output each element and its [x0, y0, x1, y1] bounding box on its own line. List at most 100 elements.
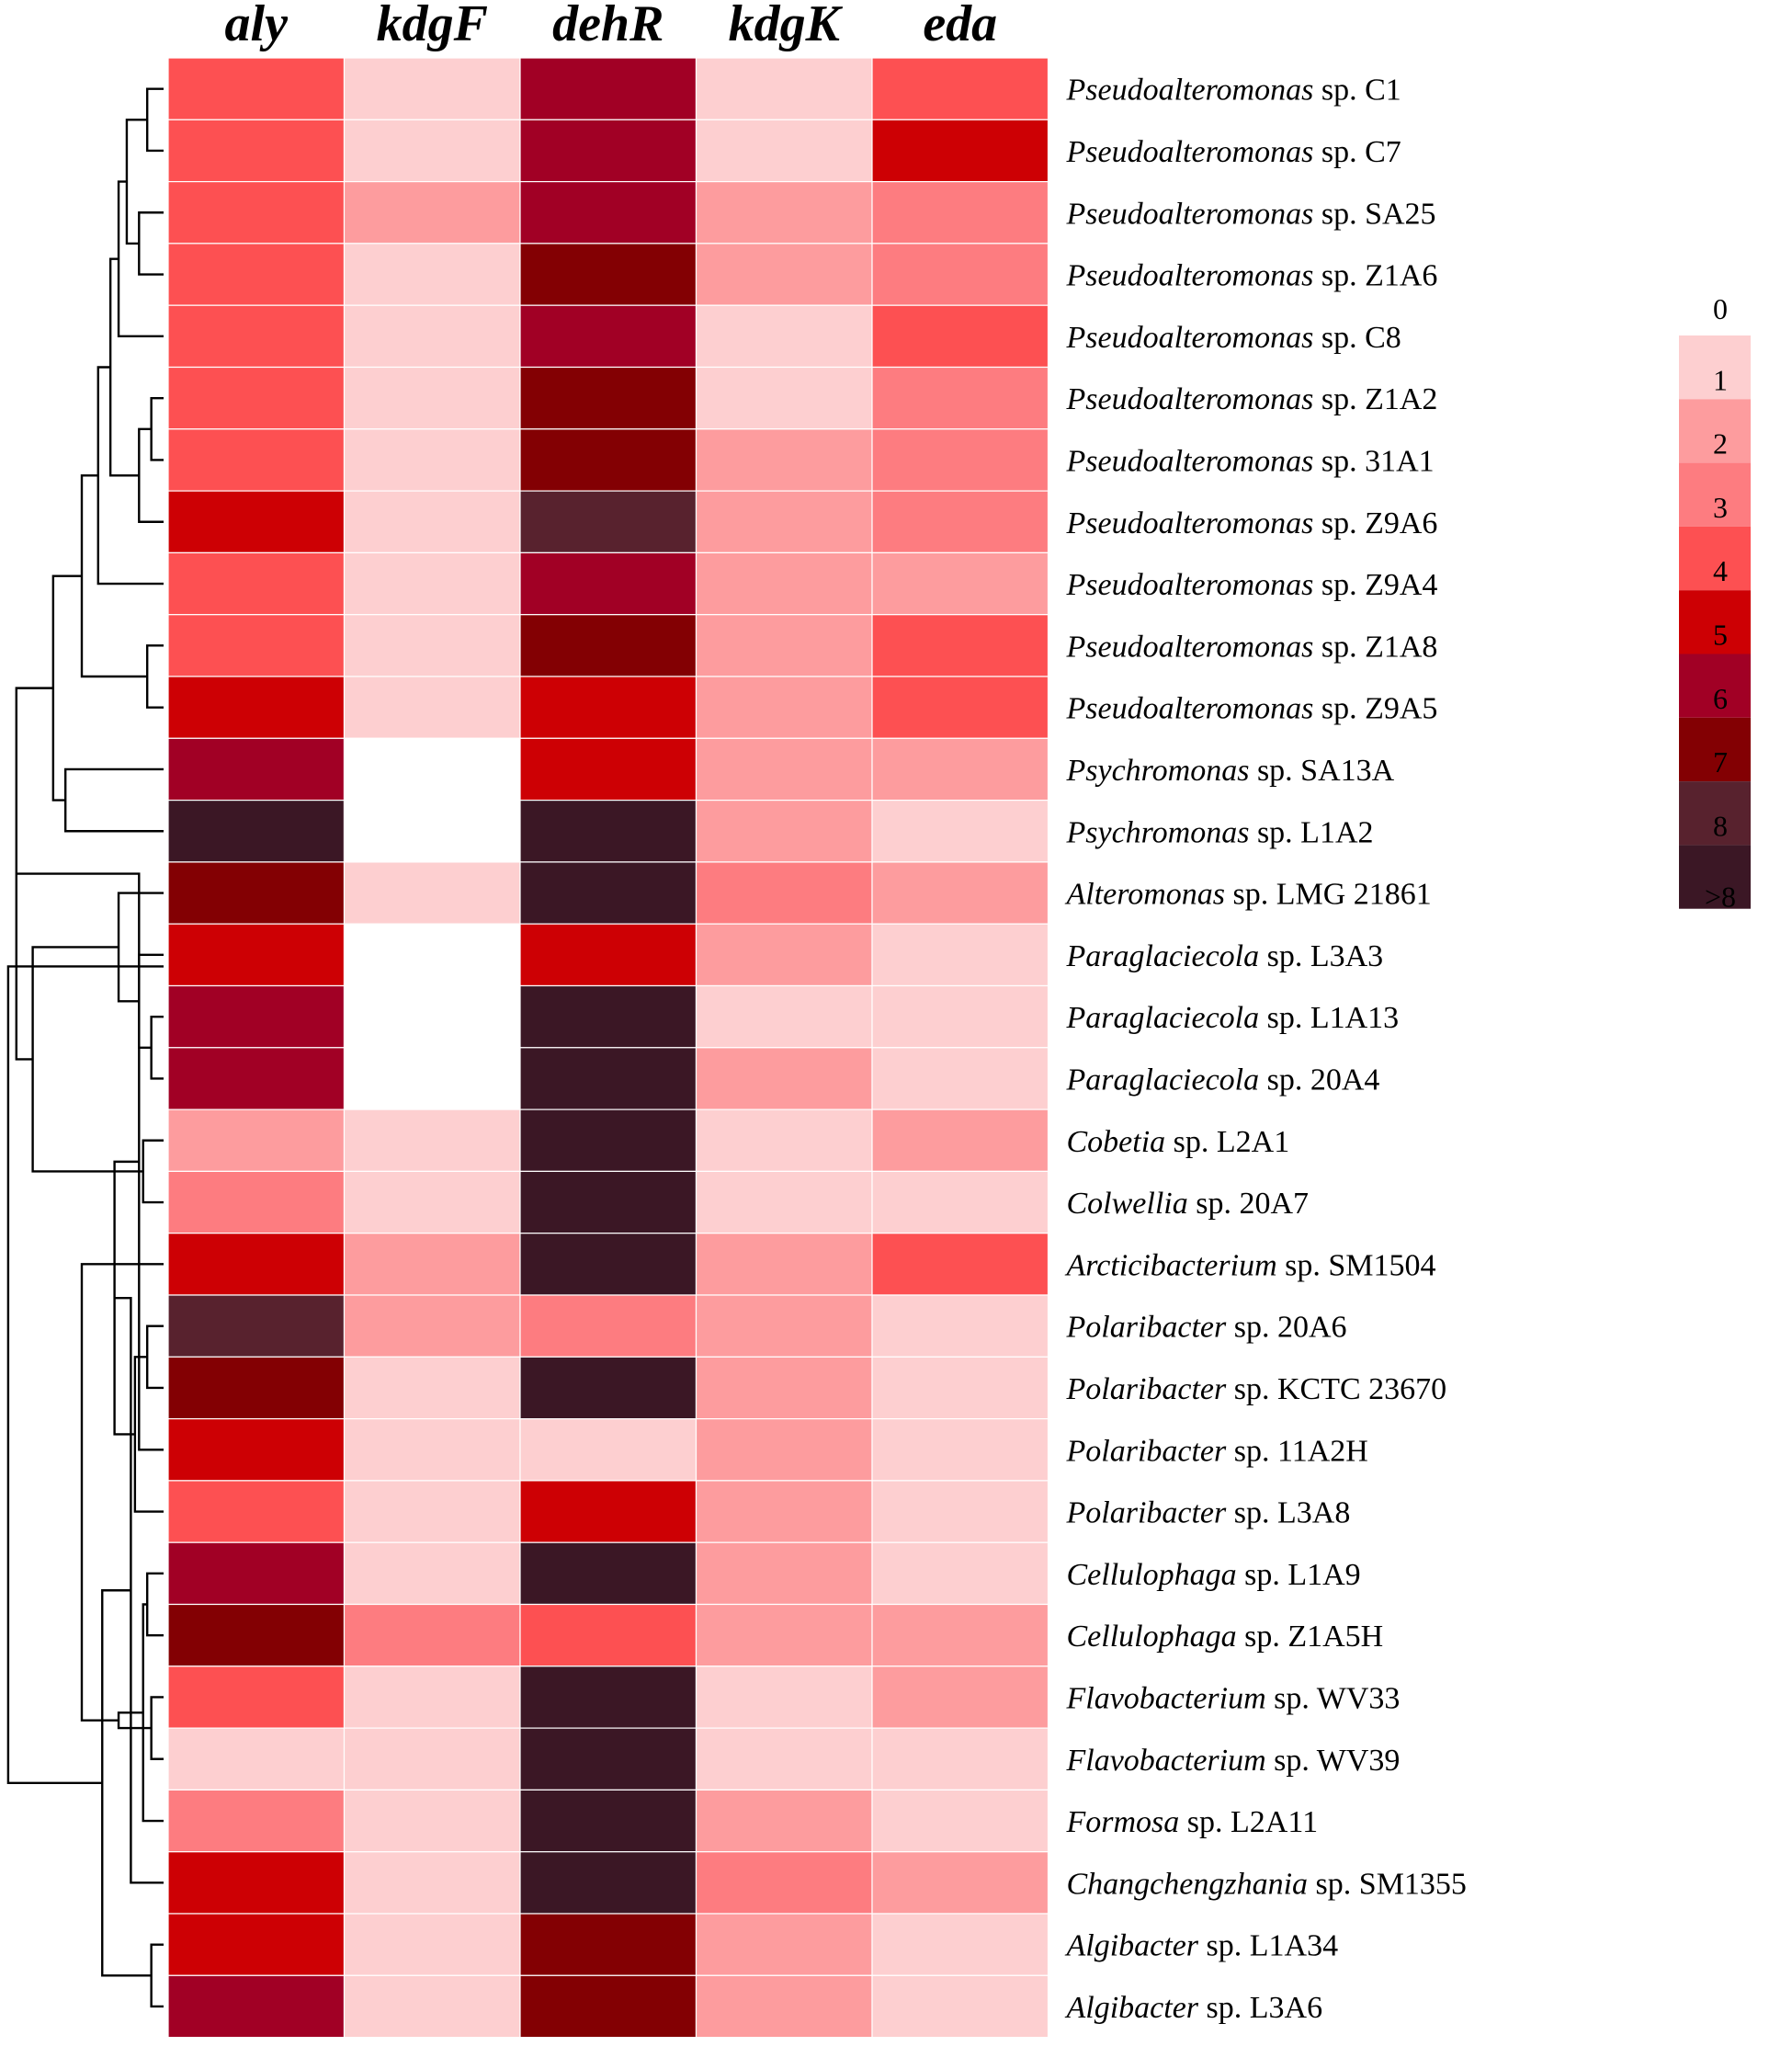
heatmap-cell-aly-27 [167, 1665, 346, 1729]
heatmap-cell-dehR-19 [519, 1170, 698, 1234]
heatmap-cell-eda-5 [871, 304, 1049, 369]
heatmap-cell-dehR-2 [519, 119, 698, 183]
heatmap-cell-kdgF-21 [343, 1294, 521, 1358]
heatmap-cell-kdgF-14 [343, 861, 521, 925]
row-label-9: Pseudoalteromonas sp. Z9A4 [1066, 568, 1438, 602]
heatmap-cell-kdgK-3 [695, 181, 873, 244]
heatmap-cell-kdgF-22 [343, 1356, 521, 1420]
heatmap-cell-dehR-30 [519, 1851, 698, 1915]
heatmap-cell-kdgF-17 [343, 1047, 521, 1110]
row-label-strain: sp. L3A3 [1259, 939, 1383, 973]
heatmap-cell-kdgF-20 [343, 1233, 521, 1296]
heatmap-cell-kdgK-19 [695, 1170, 873, 1234]
heatmap-cell-kdgK-10 [695, 614, 873, 677]
row-label-20: Arcticibacterium sp. SM1504 [1065, 1248, 1436, 1282]
heatmap-cell-dehR-15 [519, 923, 698, 987]
column-label-kdgK: kdgK [729, 0, 844, 52]
legend-swatch-1 [1679, 335, 1751, 400]
heatmap-cell-dehR-3 [519, 181, 698, 244]
heatmap-cell-kdgF-3 [343, 181, 521, 244]
dendrogram-branch-31 [6, 965, 164, 1784]
heatmap-cell-aly-11 [167, 676, 346, 739]
heatmap-cell-aly-30 [167, 1851, 346, 1915]
row-label-13: Psychromonas sp. L1A2 [1066, 815, 1374, 849]
row-label-genus: Flavobacterium [1066, 1681, 1266, 1715]
row-label-genus: Polaribacter [1066, 1434, 1228, 1468]
legend-swatch-3 [1679, 462, 1751, 527]
row-label-strain: sp. L3A8 [1226, 1496, 1350, 1530]
heatmap-cell-aly-20 [167, 1233, 346, 1296]
heatmap-cell-kdgF-16 [343, 984, 521, 1049]
dendrogram-branch-12 [51, 574, 82, 801]
heatmap-cell-eda-32 [871, 1974, 1049, 2039]
row-label-genus: Pseudoalteromonas [1066, 568, 1314, 602]
row-label-8: Pseudoalteromonas sp. Z9A6 [1066, 506, 1438, 540]
row-label-genus: Pseudoalteromonas [1066, 444, 1314, 478]
heatmap-cell-eda-29 [871, 1789, 1049, 1853]
heatmap-cell-dehR-26 [519, 1603, 698, 1667]
heatmap-cell-eda-30 [871, 1851, 1049, 1915]
heatmap-cell-aly-2 [167, 119, 346, 183]
heatmap-cell-kdgF-25 [343, 1541, 521, 1606]
heatmap-cell-kdgF-7 [343, 428, 521, 492]
heatmap-cell-eda-20 [871, 1233, 1049, 1296]
heatmap-cell-eda-27 [871, 1665, 1049, 1729]
heatmap-cell-aly-32 [167, 1974, 346, 2039]
row-label-24: Polaribacter sp. L3A8 [1066, 1496, 1351, 1530]
row-label-27: Flavobacterium sp. WV33 [1066, 1681, 1401, 1715]
heatmap-cell-kdgF-13 [343, 799, 521, 863]
heatmap-cell-kdgK-22 [695, 1356, 873, 1420]
heatmap-cell-dehR-7 [519, 428, 698, 492]
heatmap-cell-eda-10 [871, 614, 1049, 677]
heatmap-cell-kdgF-28 [343, 1727, 521, 1790]
row-label-strain: sp. LMG 21861 [1225, 878, 1432, 912]
heatmap-cell-aly-6 [167, 366, 346, 430]
heatmap-cell-kdgF-26 [343, 1603, 521, 1667]
dendrogram-branch-2 [138, 211, 164, 276]
row-label-strain: sp. L3A6 [1198, 1991, 1322, 2025]
dendrogram-branch-19 [146, 1324, 164, 1390]
column-labels: aly kdgF dehR kdgK eda [225, 0, 998, 52]
heatmap-cell-dehR-25 [519, 1541, 698, 1606]
row-label-strain: sp. L1A34 [1198, 1929, 1338, 1963]
row-label-genus: Paraglaciecola [1066, 939, 1260, 973]
heatmap-cell-aly-26 [167, 1603, 346, 1667]
heatmap-cell-dehR-21 [519, 1294, 698, 1358]
row-label-strain: sp. WV33 [1266, 1681, 1401, 1715]
row-label-strain: sp. SA25 [1313, 197, 1435, 231]
legend-swatch-5 [1679, 590, 1751, 654]
heatmap-cell-kdgK-4 [695, 243, 873, 306]
heatmap-cell-aly-28 [167, 1727, 346, 1790]
dendrogram-branch-17 [31, 946, 143, 1173]
row-label-strain: sp. Z1A6 [1313, 259, 1437, 293]
dendrogram-branch-1 [146, 87, 164, 153]
row-label-strain: sp. 11A2H [1226, 1434, 1368, 1468]
heatmap-cell-aly-4 [167, 243, 346, 306]
row-label-genus: Paraglaciecola [1066, 1001, 1260, 1035]
heatmap-cell-dehR-27 [519, 1665, 698, 1729]
dendrogram-branch-28 [117, 1711, 152, 1730]
dendrogram-branch-16 [142, 1139, 164, 1204]
row-label-6: Pseudoalteromonas sp. Z1A2 [1066, 382, 1438, 416]
legend-tick-6: 6 [1713, 682, 1728, 715]
row-label-strain: sp. Z1A8 [1313, 630, 1437, 664]
heatmap-cell-kdgK-9 [695, 551, 873, 616]
row-label-11: Pseudoalteromonas sp. Z9A5 [1066, 692, 1438, 726]
heatmap-cell-kdgF-12 [343, 737, 521, 801]
dendrogram-branch-13 [150, 1015, 164, 1080]
heatmap-cell-eda-31 [871, 1913, 1049, 1976]
heatmap-cell-aly-22 [167, 1356, 346, 1420]
column-label-aly: aly [225, 0, 289, 52]
row-label-strain: sp. KCTC 23670 [1226, 1372, 1446, 1406]
legend-tick-2: 2 [1713, 427, 1728, 460]
row-label-genus: Pseudoalteromonas [1066, 692, 1314, 726]
heatmap-cell-dehR-8 [519, 490, 698, 553]
heatmap-cell-aly-13 [167, 799, 346, 863]
row-label-19: Colwellia sp. 20A7 [1067, 1187, 1310, 1221]
row-label-strain: sp. Z1A2 [1313, 382, 1437, 416]
heatmap-cell-aly-19 [167, 1170, 346, 1234]
row-label-strain: sp. SM1504 [1277, 1248, 1436, 1282]
heatmap-cell-kdgF-30 [343, 1851, 521, 1915]
heatmap-cell-dehR-14 [519, 861, 698, 925]
heatmap-cell-kdgK-5 [695, 304, 873, 369]
